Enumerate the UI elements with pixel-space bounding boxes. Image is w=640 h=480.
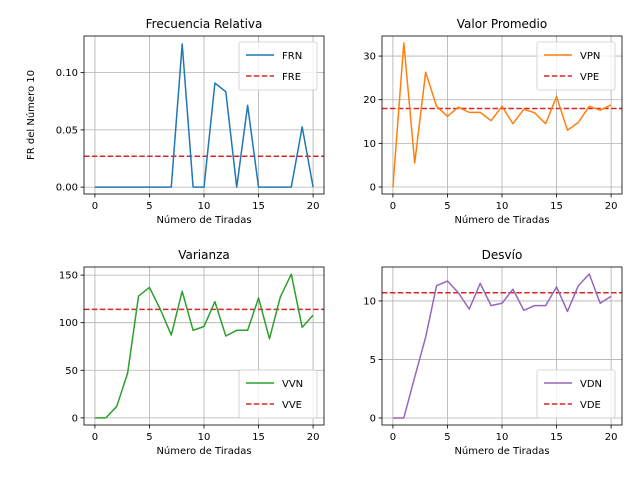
subplot-title: Valor Promedio: [457, 17, 547, 31]
subplot-3: 0 5 10 15 20 0 50 100 150 Varianza Número de Tirad…: [59, 248, 325, 457]
subplot-1: 0 5 10 15 20 0.00 0.05 0.10 Frecuencia Relativa N…: [25, 17, 325, 226]
x-axis-label: Número de Tiradas: [454, 214, 549, 226]
legend: VDN VDE: [536, 369, 616, 419]
y-tick-label: 50: [65, 366, 78, 377]
subplot-title: Frecuencia Relativa: [146, 17, 263, 31]
y-tick-label: 0.05: [56, 125, 78, 136]
x-tick-label: 15: [550, 432, 563, 443]
subplot-2: 0 5 10 15 20 0 10 20 30 Valor Promedio Número de T…: [363, 17, 623, 226]
x-tick-label: 10: [198, 432, 211, 443]
x-tick-label: 15: [252, 201, 265, 212]
x-tick-label: 10: [496, 201, 509, 212]
x-tick-label: 5: [146, 432, 152, 443]
y-tick-label: 0.10: [56, 68, 78, 79]
x-tick-label: 15: [550, 201, 563, 212]
y-tick-label: 100: [59, 318, 78, 329]
legend-label-vpe: VPE: [580, 72, 599, 83]
x-axis-label: Número de Tiradas: [156, 214, 251, 226]
legend-label-vpn: VPN: [580, 51, 600, 62]
x-tick-label: 5: [444, 432, 450, 443]
x-tick-label: 20: [605, 432, 618, 443]
x-tick-label: 0: [92, 201, 98, 212]
legend: VVN VVE: [238, 369, 318, 419]
series-line-vpn: [392, 42, 612, 188]
x-tick-label: 0: [390, 432, 396, 443]
legend-label-vve: VVE: [282, 400, 302, 411]
y-tick-label: 150: [59, 271, 78, 282]
y-tick-label: 0: [370, 413, 376, 424]
legend-label-vvn: VVN: [282, 379, 303, 390]
y-tick-label: 0.00: [56, 183, 78, 194]
y-axis-label: FR del Número 10: [25, 70, 37, 160]
x-tick-label: 0: [390, 201, 396, 212]
x-tick-label: 15: [252, 432, 265, 443]
subplot-title: Varianza: [178, 248, 230, 262]
legend-box: [536, 369, 616, 419]
subplot-title: Desvío: [482, 248, 523, 262]
legend-label-fre: FRE: [282, 72, 301, 83]
x-tick-label: 10: [198, 201, 211, 212]
y-tick-label: 0: [370, 183, 376, 194]
x-tick-label: 5: [146, 201, 152, 212]
x-tick-label: 20: [307, 201, 320, 212]
y-tick-label: 10: [363, 139, 376, 150]
series-line-vdn: [392, 273, 612, 419]
legend-box: [536, 41, 616, 91]
legend-label-frn: FRN: [282, 51, 302, 62]
legend-label-vdn: VDN: [580, 379, 602, 390]
x-axis-label: Número de Tiradas: [454, 445, 549, 457]
x-axis-label: Número de Tiradas: [156, 445, 251, 457]
x-tick-label: 0: [92, 432, 98, 443]
legend: VPN VPE: [536, 41, 616, 91]
x-tick-label: 5: [444, 201, 450, 212]
x-tick-label: 20: [605, 201, 618, 212]
x-tick-label: 20: [307, 432, 320, 443]
series-line-vvn: [94, 273, 314, 419]
series-line-frn: [94, 43, 314, 188]
legend-box: [238, 369, 318, 419]
y-tick-label: 10: [363, 296, 376, 307]
legend: FRN FRE: [238, 41, 318, 91]
y-tick-label: 0: [72, 413, 78, 424]
y-tick-label: 5: [370, 355, 376, 366]
legend-box: [238, 41, 318, 91]
legend-label-vde: VDE: [580, 400, 601, 411]
y-tick-label: 30: [363, 52, 376, 63]
y-tick-label: 20: [363, 95, 376, 106]
x-tick-label: 10: [496, 432, 509, 443]
